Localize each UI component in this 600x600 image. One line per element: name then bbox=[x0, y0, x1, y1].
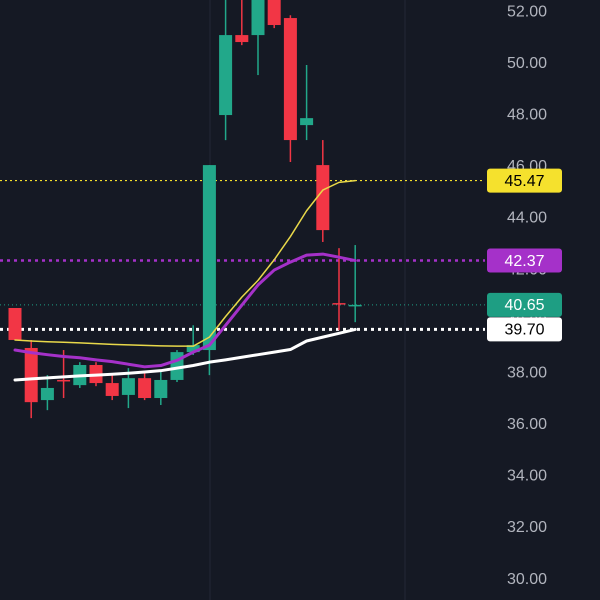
candle-body bbox=[300, 118, 314, 126]
y-tick-label: 48.00 bbox=[507, 107, 547, 124]
moving-average-line bbox=[13, 252, 357, 369]
price-lines bbox=[0, 179, 485, 331]
candle-body bbox=[186, 345, 200, 353]
y-tick-label: 52.00 bbox=[507, 3, 547, 20]
y-tick-label: 30.00 bbox=[507, 571, 547, 588]
candle-body bbox=[57, 379, 71, 382]
candle-body bbox=[138, 378, 152, 399]
candle-body bbox=[8, 307, 22, 340]
candle-body bbox=[348, 304, 362, 307]
candle-body bbox=[283, 18, 297, 141]
y-tick-label: 34.00 bbox=[507, 468, 547, 485]
y-tick-label: 38.00 bbox=[507, 364, 547, 381]
candle-body bbox=[105, 383, 119, 396]
candle-body bbox=[219, 35, 233, 116]
candles bbox=[8, 0, 362, 419]
candle-body bbox=[251, 0, 265, 36]
price-badge bbox=[487, 168, 562, 193]
price-badge bbox=[487, 317, 562, 342]
candle-body bbox=[267, 0, 281, 26]
candle-body bbox=[40, 387, 54, 401]
y-tick-label: 32.00 bbox=[507, 519, 547, 536]
price-label: 45.47 bbox=[504, 173, 544, 190]
price-label: 40.65 bbox=[504, 297, 544, 314]
price-badges: 45.47 42.37 40.65 39.70 bbox=[487, 168, 562, 342]
price-badge bbox=[487, 292, 562, 317]
candle-body bbox=[235, 35, 249, 43]
candle-body bbox=[24, 347, 38, 403]
candle-body bbox=[316, 165, 330, 231]
y-tick-label: 50.00 bbox=[507, 55, 547, 72]
candle-body bbox=[202, 165, 216, 351]
y-tick-label: 36.00 bbox=[507, 416, 547, 433]
price-badge bbox=[487, 248, 562, 273]
moving-averages bbox=[13, 179, 357, 382]
candle-body bbox=[154, 379, 168, 399]
y-tick-label: 44.00 bbox=[507, 210, 547, 227]
price-label: 42.37 bbox=[504, 253, 544, 270]
price-label: 39.70 bbox=[504, 322, 544, 339]
moving-average-line bbox=[13, 327, 357, 382]
candle-body bbox=[121, 378, 135, 395]
moving-average-line bbox=[14, 179, 356, 347]
candle-body bbox=[332, 303, 346, 305]
